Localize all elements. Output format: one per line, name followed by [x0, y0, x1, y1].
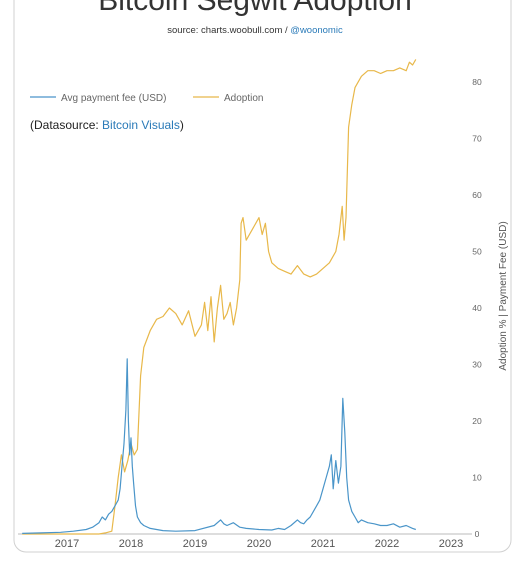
y-tick-label: 0 [475, 529, 480, 539]
x-tick-label: 2018 [119, 538, 143, 550]
y-tick-label: 40 [472, 303, 482, 313]
y-tick-label: 20 [472, 416, 482, 426]
datasource-suffix: ) [180, 118, 184, 132]
y-tick-label: 60 [472, 190, 482, 200]
x-tick-label: 2017 [55, 538, 79, 550]
source-prefix: source: charts.woobull.com / [167, 25, 290, 36]
legend-fee-label: Avg payment fee (USD) [61, 93, 166, 104]
x-axis-ticks: 2017 2018 2019 2020 2021 2022 2023 [55, 538, 463, 550]
chart-frame [13, 0, 512, 553]
y-tick-label: 10 [472, 473, 482, 483]
y-tick-label: 30 [472, 360, 482, 370]
x-tick-label: 2021 [311, 538, 335, 550]
y-tick-label: 50 [472, 247, 482, 257]
legend: Avg payment fee (USD) Adoption [30, 93, 263, 104]
x-tick-label: 2020 [247, 538, 271, 550]
adoption-series-line [22, 59, 417, 535]
x-tick-label: 2019 [183, 538, 207, 550]
legend-adoption-label: Adoption [224, 93, 263, 104]
fee-series-line [22, 358, 416, 534]
datasource-note: (Datasource: Bitcoin Visuals) [30, 118, 184, 132]
y-tick-label: 80 [472, 77, 482, 87]
y-axis-label: Adoption % | Payment Fee (USD) [498, 221, 509, 370]
source-handle-link[interactable]: @woonomic [290, 25, 343, 36]
chart-title: Bitcoin Segwit Adoption [98, 0, 412, 17]
datasource-link[interactable]: Bitcoin Visuals [102, 118, 180, 132]
x-tick-label: 2022 [375, 538, 399, 550]
y-axis-ticks: 0 10 20 30 40 50 60 70 80 [472, 77, 482, 539]
series-layer [22, 59, 417, 535]
datasource-prefix: (Datasource: [30, 118, 102, 132]
y-tick-label: 70 [472, 134, 482, 144]
chart-source: source: charts.woobull.com / @woonomic [167, 25, 343, 36]
x-tick-label: 2023 [439, 538, 463, 550]
